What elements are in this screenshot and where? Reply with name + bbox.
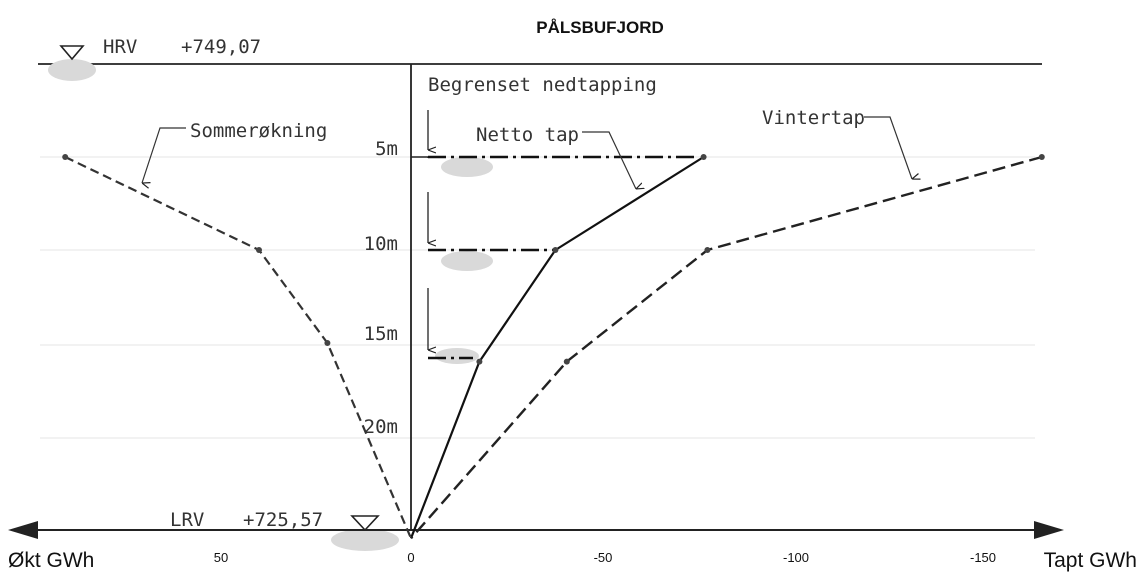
x-tick-label: 50 [214,550,228,565]
drawdown-water-icon [435,348,479,364]
leader-winter-loss [864,116,912,179]
x-axis-right-arrow [1034,521,1064,539]
hrv-water-icon [48,59,96,81]
series-winter-loss-line [410,155,1043,540]
data-point-summer-gain [324,340,331,346]
series-points [62,154,1045,365]
data-point-winter-loss [563,358,570,365]
series-summer-gain-line [64,156,413,539]
data-point-summer-gain [256,247,262,253]
hrv-triangle-icon [59,45,85,61]
drawdown-levels [411,110,694,364]
drawdown-water-icon [441,157,493,177]
lrv-triangle-icon [350,515,380,532]
data-point-winter-loss [1038,154,1045,160]
diagram-title: PÅLSBUFJORD [536,18,664,37]
depth-label-20m: 20m [364,416,398,438]
x-axis-left-label: Økt GWh [8,549,94,572]
lrv-water-icon [331,529,399,551]
annotation-winter-loss: Vintertap [762,107,865,129]
data-point-winter-loss [704,247,711,253]
drawdown-step-5m [411,156,429,158]
x-axis-right-label: Tapt GWh [1044,549,1137,572]
data-point-net-loss [476,358,483,365]
lrv-value: +725,57 [243,509,323,531]
annotation-restricted-drawdown: Begrenset nedtapping [428,74,657,96]
data-point-summer-gain [62,154,69,160]
x-axis-left-arrow [8,521,38,539]
lrv-label: LRV [170,509,204,531]
x-tick-label: 0 [407,550,414,565]
leader-summer-gain [142,127,186,183]
x-tick-label: -50 [594,550,613,565]
data-point-net-loss [700,154,707,160]
depth-label-10m: 10m [364,233,398,255]
annotation-summer-gain: Sommerøkning [190,120,327,142]
leader-net-loss [582,131,636,189]
depth-label-15m: 15m [364,323,398,345]
drawdown-water-icon [441,251,493,271]
depth-label-5m: 5m [375,138,398,160]
hrv-value: +749,07 [181,36,261,58]
x-tick-label: -150 [970,550,996,565]
data-point-net-loss [552,247,559,253]
annotation-net-loss: Netto tap [476,124,579,146]
series-net-loss-line [409,156,705,539]
hrv-label: HRV [103,36,137,58]
x-tick-label: -100 [783,550,809,565]
